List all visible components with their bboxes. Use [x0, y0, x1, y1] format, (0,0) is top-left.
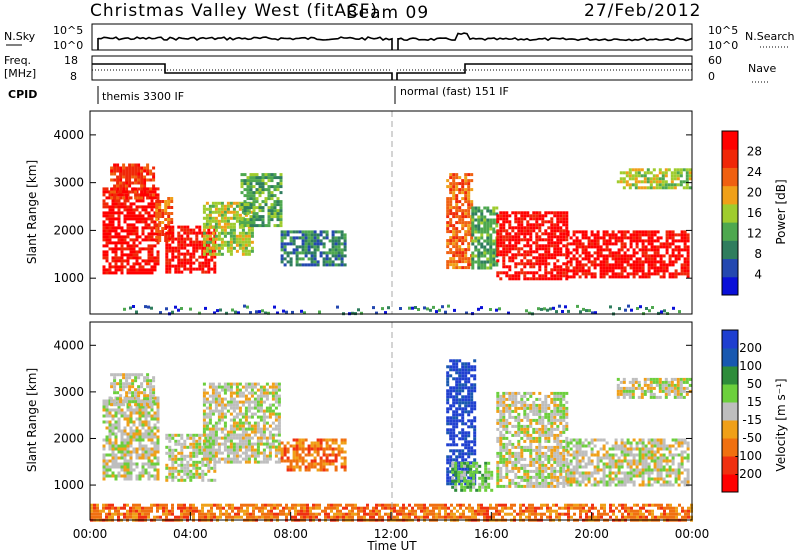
power-plot-bg: [90, 111, 692, 314]
colorbar-tick-1: 100: [739, 359, 762, 373]
colorbar-tick-0: 28: [747, 145, 762, 159]
nsky-label: N.Sky: [4, 30, 36, 43]
ytick-label-2: 2000: [53, 223, 84, 237]
scatter-region-0: [103, 397, 160, 481]
colorbar-swatch-6: [722, 167, 738, 186]
colorbar-tick-4: 12: [747, 227, 762, 241]
xtick-label-2: 08:00: [273, 527, 308, 541]
ytick-label-0: 4000: [53, 338, 84, 352]
xtick-label-1: 04:00: [173, 527, 208, 541]
colorbar-tick-6: 4: [754, 268, 762, 282]
x-axis-label: Time UT: [366, 539, 417, 553]
colorbar-tick-2: 50: [747, 377, 762, 391]
velocity-colorbar: 200 100 50 15 -15 -50 -100 -200: [722, 330, 762, 493]
velocity-plot-bg: [90, 322, 692, 520]
cpid-row: CPID themis 3300 IF normal (fast) 151 IF: [8, 85, 509, 104]
nsky-trace-2: [398, 33, 692, 50]
velocity-panel: 4000 3000 2000 1000 Slant Range [km] 200 100…: [25, 322, 788, 553]
freq-trace-2: [397, 64, 692, 80]
ytick-label-3: 1000: [53, 478, 84, 492]
ytick-label-1: 3000: [53, 385, 84, 399]
colorbar-tick-3: 16: [747, 206, 762, 220]
nsearch-tick-bottom: 10^0: [708, 39, 738, 52]
colorbar-tick-0: 200: [739, 341, 762, 355]
colorbar-tick-5: -50: [742, 431, 762, 445]
cpid-mode-2: normal (fast) 151 IF: [400, 85, 509, 98]
freq-tick-bottom: 8: [70, 70, 77, 83]
power-ylabel: Slant Range [km]: [25, 160, 39, 264]
colorbar-tick-2: 20: [747, 186, 762, 200]
velocity-colorbar-label: Velocity [m s⁻¹]: [774, 378, 788, 471]
freq-panel: Freq. [MHz] 18 8 60 0 Nave: [4, 54, 776, 83]
nsearch-tick-top: 10^5: [708, 24, 738, 37]
colorbar-tick-7: -200: [735, 467, 762, 481]
velocity-ylabel: Slant Range [km]: [25, 368, 39, 472]
colorbar-swatch-3: [722, 222, 738, 241]
nave-label: Nave: [748, 62, 776, 75]
xtick-label-0: 00:00: [73, 527, 108, 541]
colorbar-swatch-2: [722, 240, 738, 259]
nsky-trace: [98, 37, 392, 50]
nave-tick-top: 60: [708, 54, 722, 67]
colorbar-swatch-5: [722, 186, 738, 205]
colorbar-swatch-5: [722, 384, 738, 403]
colorbar-tick-6: -100: [735, 449, 762, 463]
cpid-label: CPID: [8, 88, 37, 101]
freq-unit-label: [MHz]: [4, 67, 36, 80]
cpid-mode-1: themis 3300 IF: [102, 90, 184, 103]
colorbar-swatch-3: [722, 420, 738, 439]
ytick-label-2: 2000: [53, 431, 84, 445]
colorbar-swatch-6: [722, 366, 738, 385]
nsearch-label: N.Search: [745, 30, 795, 43]
colorbar-swatch-4: [722, 402, 738, 421]
ytick-label-3: 1000: [53, 271, 84, 285]
colorbar-swatch-7: [722, 348, 738, 367]
beam-label: Beam 09: [346, 3, 429, 23]
power-panel: 4000 3000 2000 1000 Slant Range [km] 28 24 20…: [25, 111, 788, 315]
xtick-label-4: 16:00: [474, 527, 509, 541]
date-label: 27/Feb/2012: [584, 1, 701, 21]
nsky-panel: N.Sky 10^5 10^0 10^5 10^0 N.Search: [4, 24, 795, 52]
nsky-tick-bottom: 10^0: [53, 39, 83, 52]
colorbar-swatch-8: [722, 330, 738, 349]
nave-tick-bottom: 0: [708, 70, 715, 83]
ytick-label-1: 3000: [53, 176, 84, 190]
colorbar-swatch-8: [722, 131, 738, 150]
power-colorbar: 28 24 20 16 12 8 4: [722, 131, 762, 296]
colorbar-tick-1: 24: [747, 165, 762, 179]
freq-label: Freq.: [4, 54, 31, 67]
colorbar-swatch-4: [722, 204, 738, 223]
power-colorbar-label: Power [dB]: [774, 179, 788, 244]
plot-title: Christmas Valley West (fitACF): [90, 1, 378, 21]
nsky-tick-top: 10^5: [53, 24, 83, 37]
colorbar-tick-5: 8: [754, 247, 762, 261]
colorbar-swatch-7: [722, 149, 738, 168]
freq-tick-top: 18: [64, 54, 78, 67]
xtick-label-5: 20:00: [574, 527, 609, 541]
colorbar-swatch-0: [722, 277, 738, 296]
ytick-label-0: 4000: [53, 128, 84, 142]
colorbar-tick-4: -15: [742, 413, 762, 427]
colorbar-tick-3: 15: [747, 395, 762, 409]
colorbar-swatch-1: [722, 259, 738, 278]
freq-trace-1: [92, 64, 392, 80]
xtick-label-6: 00:00: [675, 527, 710, 541]
